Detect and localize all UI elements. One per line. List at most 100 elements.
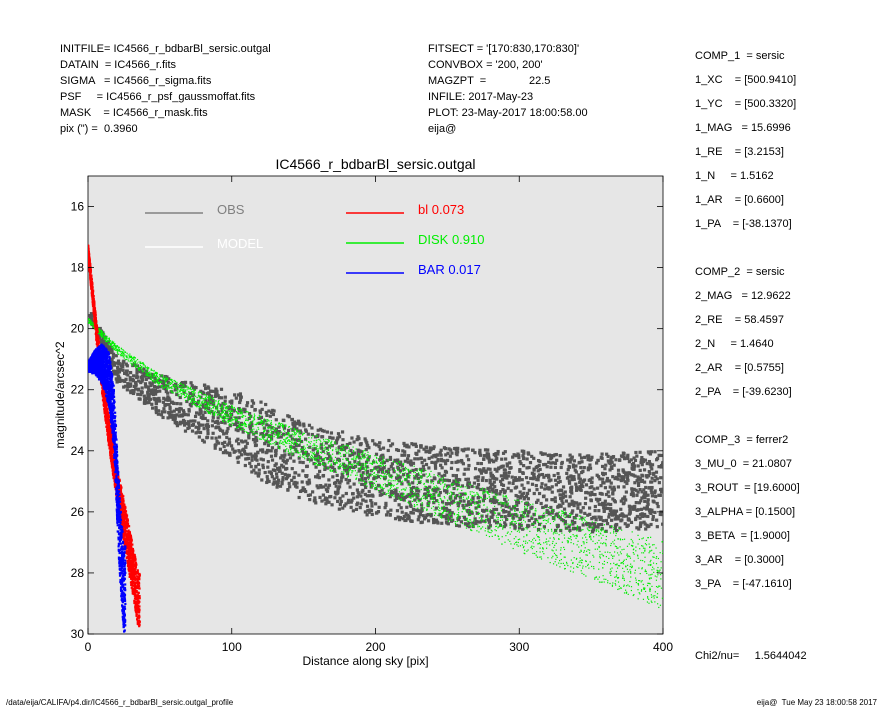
obs-point bbox=[462, 449, 466, 453]
obs-point bbox=[524, 476, 529, 480]
disk-point bbox=[261, 421, 263, 423]
obs-point bbox=[115, 372, 119, 376]
disk-point bbox=[542, 527, 545, 529]
disk-point bbox=[539, 556, 541, 558]
disk-point bbox=[179, 383, 181, 385]
obs-point bbox=[619, 478, 623, 483]
obs-point bbox=[488, 478, 492, 483]
obs-point bbox=[593, 492, 597, 497]
obs-point bbox=[640, 458, 644, 463]
disk-point bbox=[367, 475, 369, 477]
disk-point bbox=[635, 581, 637, 584]
obs-point bbox=[407, 493, 411, 497]
disk-point bbox=[523, 545, 525, 548]
obs-point bbox=[526, 503, 530, 507]
disk-point bbox=[188, 387, 190, 389]
disk-point bbox=[101, 331, 104, 333]
obs-point bbox=[419, 467, 423, 471]
disk-point bbox=[619, 587, 622, 589]
obs-point bbox=[122, 385, 126, 389]
obs-point bbox=[547, 512, 551, 516]
disk-point bbox=[538, 539, 541, 541]
obs-point bbox=[297, 456, 301, 460]
disk-point bbox=[290, 451, 292, 453]
obs-point bbox=[445, 513, 449, 517]
obs-point bbox=[463, 517, 467, 522]
disk-point bbox=[482, 491, 484, 493]
disk-point bbox=[295, 448, 297, 450]
obs-point bbox=[487, 520, 492, 524]
disk-point bbox=[396, 473, 398, 475]
obs-point bbox=[527, 452, 531, 456]
obs-point bbox=[502, 471, 506, 476]
obs-point bbox=[285, 473, 290, 477]
disk-point bbox=[582, 517, 584, 520]
obs-point bbox=[277, 468, 281, 472]
disk-point bbox=[368, 455, 370, 458]
disk-point bbox=[375, 476, 377, 478]
obs-point bbox=[623, 480, 627, 484]
disk-point bbox=[575, 535, 577, 537]
obs-point bbox=[625, 476, 630, 480]
disk-point bbox=[299, 454, 301, 456]
obs-point bbox=[585, 454, 590, 458]
obs-point bbox=[292, 445, 296, 449]
disk-point bbox=[212, 411, 214, 413]
disk-point bbox=[439, 497, 441, 500]
disk-point bbox=[324, 446, 327, 448]
obs-point bbox=[515, 503, 519, 507]
disk-point bbox=[363, 465, 365, 467]
obs-point bbox=[255, 458, 259, 462]
disk-point bbox=[309, 443, 311, 445]
obs-point bbox=[454, 460, 458, 464]
disk-point bbox=[224, 409, 226, 412]
obs-point bbox=[500, 482, 504, 487]
disk-point bbox=[448, 492, 450, 494]
disk-point bbox=[226, 418, 228, 420]
disk-point bbox=[599, 529, 602, 531]
disk-point bbox=[609, 532, 612, 534]
disk-point bbox=[310, 457, 313, 459]
disk-point bbox=[609, 568, 612, 570]
disk-point bbox=[216, 409, 218, 411]
disk-point bbox=[299, 431, 302, 434]
obs-point bbox=[299, 439, 304, 444]
obs-point bbox=[353, 459, 357, 464]
obs-point bbox=[570, 499, 574, 503]
obs-point bbox=[554, 483, 558, 487]
disk-point bbox=[532, 552, 534, 555]
disk-point bbox=[488, 493, 490, 496]
disk-point bbox=[207, 412, 209, 414]
disk-point bbox=[264, 429, 266, 432]
obs-point bbox=[439, 453, 443, 457]
obs-point bbox=[211, 398, 215, 403]
disk-point bbox=[457, 509, 459, 511]
obs-point bbox=[221, 451, 226, 455]
obs-point bbox=[389, 474, 393, 478]
disk-point bbox=[519, 511, 521, 513]
obs-point bbox=[261, 450, 265, 454]
disk-point bbox=[229, 414, 232, 416]
obs-point bbox=[449, 515, 453, 519]
obs-point bbox=[443, 473, 447, 477]
disk-point bbox=[435, 513, 437, 515]
disk-point bbox=[625, 565, 627, 567]
obs-point bbox=[614, 523, 618, 527]
disk-point bbox=[630, 571, 632, 573]
obs-point bbox=[245, 441, 249, 446]
obs-point bbox=[110, 357, 114, 361]
obs-point bbox=[168, 407, 172, 411]
disk-point bbox=[250, 415, 252, 417]
header-line: 3_BETA = [1.9000] bbox=[695, 530, 790, 542]
disk-point bbox=[504, 502, 506, 504]
disk-point bbox=[387, 492, 389, 494]
obs-point bbox=[172, 409, 176, 413]
disk-point bbox=[457, 514, 459, 516]
disk-point bbox=[316, 461, 318, 463]
disk-point bbox=[240, 416, 243, 418]
obs-point bbox=[518, 496, 522, 500]
disk-point bbox=[602, 554, 604, 557]
obs-point bbox=[246, 452, 250, 456]
obs-point bbox=[349, 500, 353, 504]
disk-point bbox=[342, 462, 344, 464]
